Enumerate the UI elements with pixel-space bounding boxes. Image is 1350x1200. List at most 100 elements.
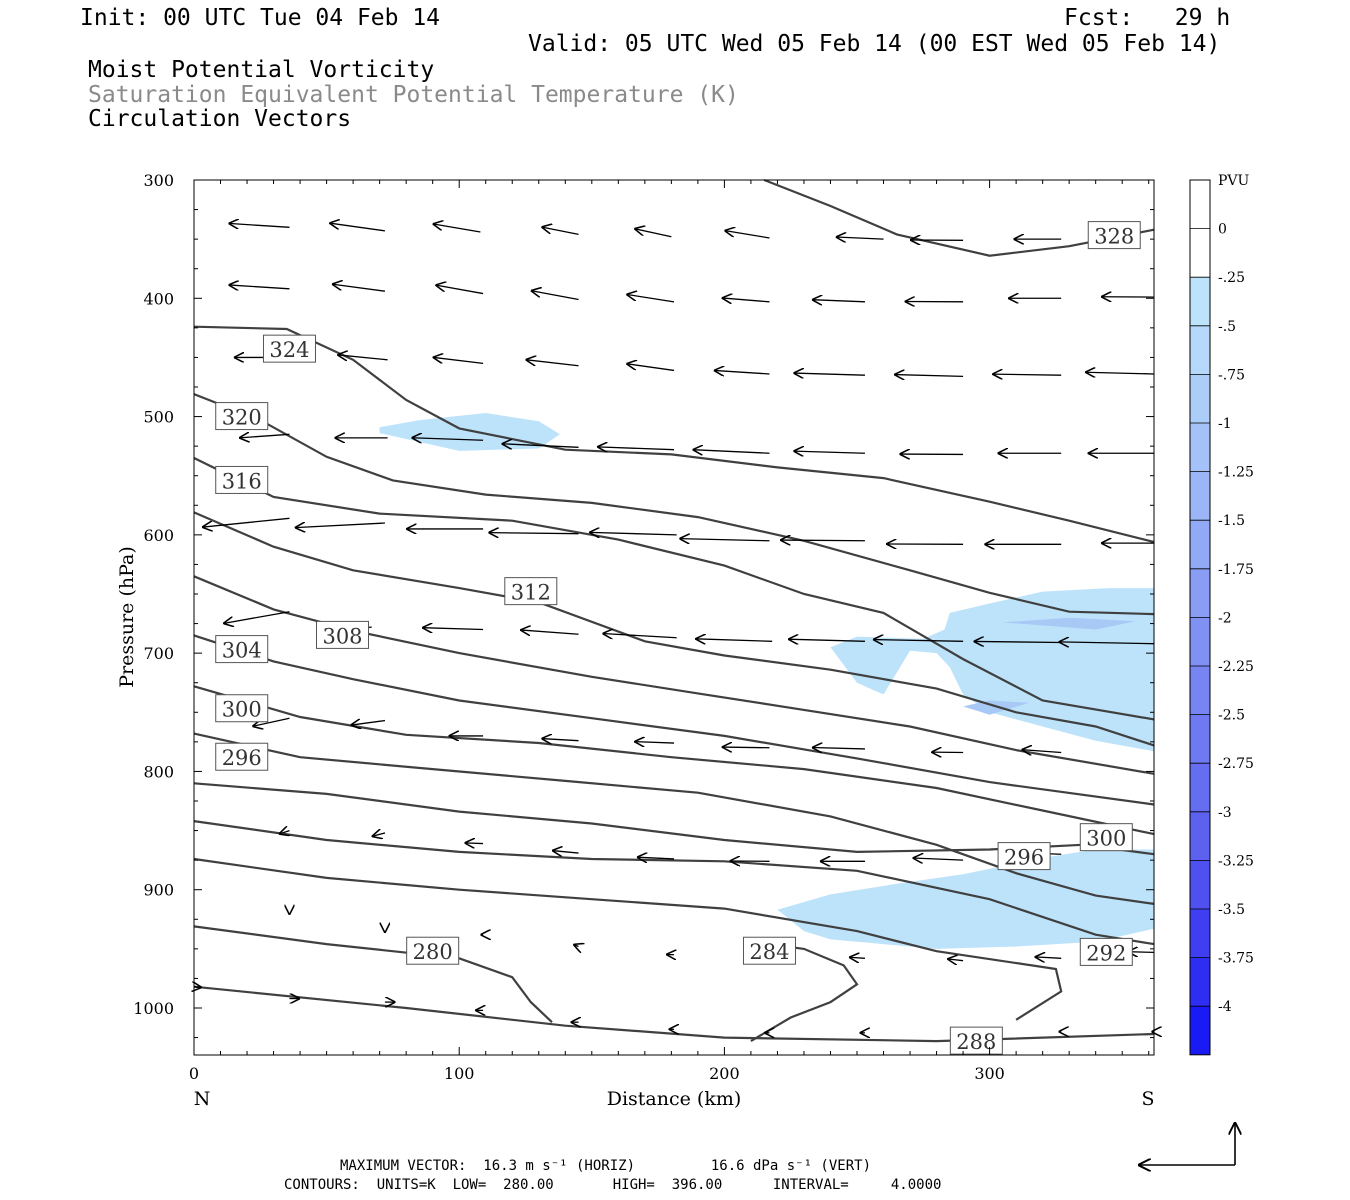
colorbar-tick-label: -.5 — [1218, 319, 1236, 335]
circulation-vector — [695, 639, 773, 641]
contour-label-292: 292 — [1079, 937, 1133, 966]
svg-text:296: 296 — [222, 746, 262, 770]
colorbar-swatch — [1190, 228, 1210, 278]
circulation-vector — [812, 748, 865, 749]
circulation-vector — [202, 517, 290, 527]
pv-region-2 — [830, 588, 1154, 752]
circulation-vector — [947, 959, 964, 961]
svg-text:324: 324 — [269, 338, 309, 362]
contour-label-296: 296 — [215, 742, 269, 771]
max-vector-note: MAXIMUM VECTOR: 16.3 m s⁻¹ (HORIZ) 16.6 … — [340, 1158, 872, 1174]
colorbar-tick-label: -3.75 — [1218, 951, 1254, 967]
theta-e-contour-324-2 — [193, 325, 1155, 544]
colorbar-tick-label: -1.25 — [1218, 465, 1254, 481]
circulation-vector — [679, 539, 770, 541]
contour-label-320: 320 — [215, 402, 269, 431]
circulation-vector — [228, 223, 290, 227]
svg-text:312: 312 — [511, 581, 551, 605]
theta-e-contour-300-10 — [193, 782, 1155, 856]
circulation-vector — [332, 284, 386, 292]
circulation-vector — [228, 285, 290, 289]
theta-e-contour-296-11 — [193, 820, 1155, 946]
colorbar-swatch — [1190, 763, 1210, 812]
colorbar-swatch — [1190, 568, 1210, 618]
circulation-vector — [520, 630, 579, 634]
contour-label-300: 300 — [215, 694, 269, 723]
circulation-vector — [693, 450, 770, 454]
circulation-vector — [194, 987, 202, 988]
circulation-vector — [724, 231, 770, 239]
circulation-vector — [836, 237, 884, 239]
theta-e-contour-284-14 — [750, 940, 859, 1043]
circulation-vector — [329, 223, 386, 232]
circulation-vector — [1021, 750, 1062, 753]
colorbar-swatch — [1190, 1006, 1210, 1055]
colorbar-swatch — [1190, 957, 1210, 1007]
circulation-vector — [873, 640, 964, 642]
colorbar-tick-label: -3.25 — [1218, 853, 1254, 869]
svg-text:304: 304 — [222, 639, 262, 663]
colorbar-swatch — [1190, 811, 1210, 861]
colorbar-swatch — [1190, 714, 1210, 764]
circulation-vector — [780, 540, 865, 541]
axes-layer: 300 400 500 600 700 800 900 1000 0 100 200 300 — [133, 171, 1154, 1083]
colorbar-swatch — [1190, 180, 1210, 229]
colorbar-swatch — [1190, 520, 1210, 569]
contour-label-300: 300 — [1079, 823, 1133, 852]
svg-text:308: 308 — [322, 624, 362, 648]
colorbar-swatch — [1190, 325, 1210, 375]
y-tick-label: 300 — [143, 171, 174, 190]
x-tick-label: 300 — [974, 1064, 1005, 1083]
theta-e-contour-304-7 — [193, 634, 1155, 806]
circulation-vector — [552, 851, 579, 853]
contour-label-328: 328 — [1087, 221, 1141, 250]
circulation-vector — [223, 611, 290, 624]
svg-text:300: 300 — [1086, 827, 1126, 851]
colorbar-tick-label: -.25 — [1218, 270, 1245, 286]
pv-region-3 — [777, 849, 1154, 949]
svg-text:328: 328 — [1094, 225, 1134, 249]
circulation-vector — [295, 523, 385, 528]
valid-time: Valid: 05 UTC Wed 05 Feb 14 (00 EST Wed … — [528, 31, 1221, 57]
circulation-vector — [433, 357, 484, 364]
circulation-vector — [1035, 957, 1062, 958]
theta-e-contour-296-9 — [193, 732, 1155, 905]
svg-text:320: 320 — [222, 406, 262, 430]
circulation-vector — [812, 300, 865, 302]
forecast-hour: Fcst: 29 h — [1064, 5, 1231, 31]
x-tick-label: 0 — [189, 1064, 199, 1083]
circulation-vector — [435, 285, 484, 295]
field-title-thetae: Saturation Equivalent Potential Temperat… — [88, 82, 739, 108]
contour-label-324: 324 — [262, 334, 316, 363]
circulation-vector-layer — [194, 223, 1154, 1033]
plot-frame — [193, 179, 1155, 1056]
circulation-vector — [279, 831, 290, 835]
circulation-vector — [714, 370, 770, 374]
y-tick-label: 1000 — [133, 999, 174, 1018]
y-axis-title: Pressure (hPa) — [116, 546, 138, 688]
contour-label-316: 316 — [215, 465, 269, 494]
y-tick-label: 900 — [143, 881, 174, 900]
contour-label-280: 280 — [406, 936, 460, 965]
circulation-vector — [488, 533, 579, 534]
colorbar-tick-label: 0 — [1218, 222, 1227, 238]
circulation-vector — [252, 717, 290, 726]
pv-shading-layer — [379, 413, 1154, 949]
y-tick-label: 500 — [143, 408, 174, 427]
circulation-vector — [573, 944, 578, 946]
circulation-vector — [974, 641, 1062, 642]
y-tick-label: 600 — [143, 526, 174, 545]
colorbar-tick-label: -2.75 — [1218, 756, 1254, 772]
north-end-label: N — [194, 1088, 211, 1110]
circulation-vector — [531, 291, 579, 301]
circulation-vector — [788, 639, 865, 641]
y-tick-label: 400 — [143, 289, 174, 308]
circulation-vector — [411, 438, 484, 440]
circulation-vector — [913, 858, 964, 860]
colorbar-tick-label: -.75 — [1218, 367, 1245, 383]
circulation-vector — [637, 857, 675, 859]
circulation-vector — [526, 360, 579, 367]
colorbar-tick-label: -1.5 — [1218, 513, 1245, 529]
contour-label-296: 296 — [997, 842, 1051, 871]
theta-e-contour-292-12 — [193, 857, 1063, 1021]
